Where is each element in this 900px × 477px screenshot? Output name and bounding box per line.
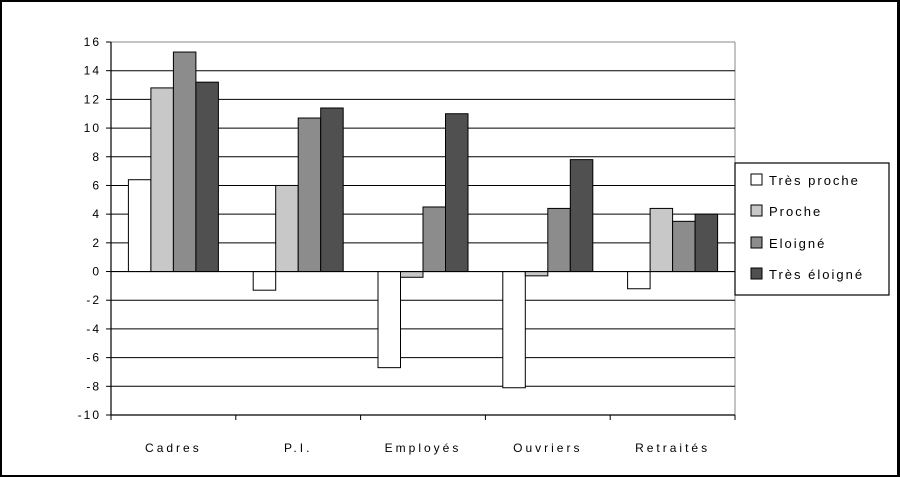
bar-p-i-proche xyxy=(275,184,299,273)
bar-cadres-tres-proche xyxy=(127,179,152,273)
legend: Très proche Proche Eloigné Très éloigné xyxy=(734,162,890,296)
bar-retraites-tres-eloigne xyxy=(694,213,719,273)
x-category-label: Ouvriers xyxy=(513,441,582,455)
bar-ouvriers-tres-proche xyxy=(502,271,526,389)
bars xyxy=(127,51,719,389)
y-tick-label: -2 xyxy=(86,293,101,307)
y-tick-label: -10 xyxy=(78,408,101,422)
legend-label-tres-eloigne: Très éloigné xyxy=(769,267,864,282)
legend-label-eloigne: Eloigné xyxy=(769,236,826,251)
legend-swatch-eloigne xyxy=(750,236,763,249)
y-tick-label: 0 xyxy=(92,265,101,279)
bar-p-i-eloigne xyxy=(297,117,322,273)
bar-retraites-proche xyxy=(649,207,674,273)
y-tick-label: -8 xyxy=(86,379,101,393)
x-category-label: Cadres xyxy=(145,441,202,455)
bar-p-i-tres-proche xyxy=(252,271,277,291)
y-tick-label: 14 xyxy=(84,64,101,78)
y-tick-label: -6 xyxy=(86,351,101,365)
y-tick-label: 12 xyxy=(84,92,101,106)
x-category-label: P.I. xyxy=(284,441,312,455)
x-category-labels: Cadres P.I. Employés Ouvriers Retraités xyxy=(145,441,710,455)
bar-cadres-tres-eloigne xyxy=(195,81,219,273)
bar-ouvriers-tres-eloigne xyxy=(569,159,594,273)
legend-swatch-proche xyxy=(750,204,763,217)
y-tick-label: 8 xyxy=(92,150,101,164)
y-tick-label: 4 xyxy=(92,207,101,221)
y-tick-label: 10 xyxy=(84,121,101,135)
axes xyxy=(106,41,736,420)
bar-cadres-proche xyxy=(150,87,174,273)
y-tick-label: 16 xyxy=(84,35,101,49)
x-category-label: Retraités xyxy=(635,441,710,455)
legend-label-tres-proche: Très proche xyxy=(769,173,860,188)
legend-label-proche: Proche xyxy=(769,204,822,219)
x-category-label: Employés xyxy=(385,441,462,455)
bar-retraites-tres-proche xyxy=(627,271,651,290)
bar-retraites-eloigne xyxy=(672,220,696,273)
bar-employes-tres-proche xyxy=(377,271,401,369)
bar-ouvriers-proche xyxy=(524,271,549,277)
legend-swatch-tres-eloigne xyxy=(750,267,763,280)
y-tick-label: 6 xyxy=(92,178,101,192)
bar-employes-eloigne xyxy=(422,206,446,273)
bar-employes-proche xyxy=(400,271,424,278)
bar-ouvriers-eloigne xyxy=(547,207,571,273)
y-tick-labels: -10 -8 -6 -4 -2 0 2 4 6 8 10 12 14 16 xyxy=(78,35,101,422)
y-tick-label: 2 xyxy=(92,236,101,250)
bar-employes-tres-eloigne xyxy=(445,113,469,273)
y-tick-label: -4 xyxy=(86,322,101,336)
legend-swatch-tres-proche xyxy=(750,173,763,186)
bar-p-i-tres-eloigne xyxy=(320,107,344,273)
bar-cadres-eloigne xyxy=(172,51,197,273)
